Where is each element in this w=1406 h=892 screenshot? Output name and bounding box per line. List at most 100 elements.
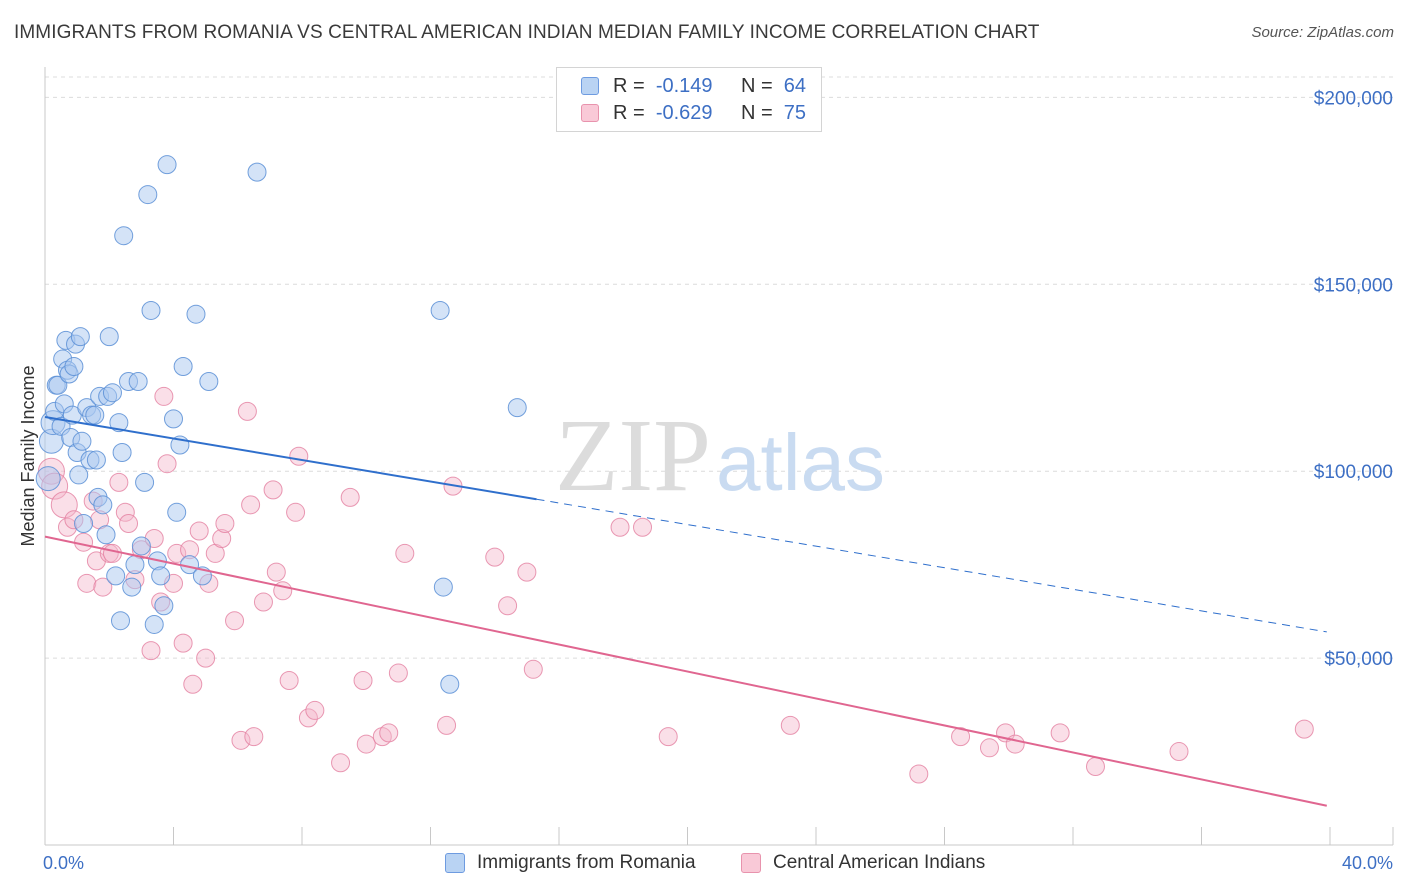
data-point-romania <box>114 226 134 246</box>
data-point-romania <box>70 327 90 347</box>
y-tick-label: $150,000 <box>1314 275 1393 296</box>
data-point-romania <box>85 405 105 425</box>
bottom-legend-label-cai: Central American Indians <box>773 852 986 873</box>
legend-row-romania: R = -0.149 N = 64 <box>581 74 806 98</box>
data-point-romania <box>109 413 129 433</box>
data-point-central-american-indians <box>298 708 318 728</box>
data-point-romania <box>48 375 68 395</box>
trend-line-central-american-indians <box>44 535 1327 807</box>
data-point-romania <box>164 409 183 429</box>
data-point-central-american-indians <box>237 401 257 421</box>
data-point-romania <box>151 566 171 586</box>
data-point-romania <box>86 450 106 470</box>
data-point-romania <box>93 495 113 515</box>
data-point-central-american-indians <box>331 753 351 773</box>
data-point-romania <box>199 371 219 391</box>
series-blue-points <box>35 155 527 694</box>
legend-n-value: 75 <box>783 101 806 124</box>
data-point-central-american-indians <box>141 641 161 661</box>
data-point-central-american-indians <box>523 659 543 679</box>
data-point-central-american-indians <box>119 514 139 534</box>
data-point-central-american-indians <box>154 386 174 406</box>
data-point-central-american-indians <box>196 648 216 668</box>
data-point-central-american-indians <box>225 611 245 631</box>
x-tick-label-max: 40.0% <box>1342 853 1393 873</box>
axes <box>44 67 1394 846</box>
x-tick-labels: 0.0% 40.0% <box>43 853 1393 873</box>
data-point-romania <box>247 162 267 182</box>
data-point-central-american-indians <box>244 727 264 747</box>
y-axis-label: Median Family Income <box>18 365 38 546</box>
data-point-central-american-indians <box>979 738 999 758</box>
watermark-zip: ZIP <box>555 398 711 513</box>
data-point-romania <box>440 674 460 694</box>
legend-r-label: R = <box>613 74 645 97</box>
data-point-central-american-indians <box>395 543 415 563</box>
data-point-central-american-indians <box>109 472 129 492</box>
legend-n-label: N = <box>740 74 773 97</box>
legend-row-cai: R = -0.629 N = 75 <box>581 101 806 125</box>
data-point-central-american-indians <box>231 730 251 750</box>
data-point-central-american-indians <box>77 573 97 593</box>
legend: R = -0.149 N = 64 R = -0.629 N = 75 <box>556 67 822 132</box>
data-point-central-american-indians <box>517 562 537 582</box>
data-point-romania <box>102 383 122 403</box>
data-point-central-american-indians <box>215 514 235 534</box>
data-point-romania <box>110 611 130 631</box>
data-point-romania <box>144 614 164 634</box>
data-point-central-american-indians <box>1050 723 1070 743</box>
legend-r-value: -0.629 <box>655 101 713 124</box>
data-point-central-american-indians <box>279 671 299 691</box>
data-point-romania <box>135 472 155 492</box>
chart-title: IMMIGRANTS FROM ROMANIA VS CENTRAL AMERI… <box>14 22 1040 43</box>
data-point-central-american-indians <box>289 446 309 466</box>
data-point-central-american-indians <box>115 502 135 522</box>
y-tick-label: $50,000 <box>1324 649 1393 670</box>
data-point-central-american-indians <box>212 528 232 548</box>
data-point-central-american-indians <box>610 517 630 537</box>
y-tick-label: $200,000 <box>1314 88 1393 109</box>
data-point-romania <box>122 577 142 597</box>
legend-swatch-blue <box>581 77 599 95</box>
data-point-central-american-indians <box>372 727 392 747</box>
data-point-central-american-indians <box>780 715 800 735</box>
data-point-central-american-indians <box>388 663 408 683</box>
data-point-romania <box>141 300 161 320</box>
legend-r-label: R = <box>613 101 645 124</box>
data-point-romania <box>507 398 527 418</box>
data-point-central-american-indians <box>340 487 360 507</box>
trend-lines <box>44 416 1327 807</box>
data-point-central-american-indians <box>74 532 94 552</box>
gridlines <box>45 76 1393 659</box>
data-point-central-american-indians <box>909 764 929 784</box>
data-point-romania <box>112 443 132 462</box>
data-point-central-american-indians <box>102 543 122 563</box>
x-tick-label-min: 0.0% <box>43 853 84 873</box>
data-point-central-american-indians <box>167 543 187 563</box>
data-point-central-american-indians <box>305 700 325 720</box>
data-point-romania <box>154 596 174 616</box>
data-point-central-american-indians <box>189 521 209 541</box>
bottom-legend-romania: Immigrants from Romania <box>445 852 696 874</box>
data-point-central-american-indians <box>356 734 376 754</box>
data-point-central-american-indians <box>633 517 653 537</box>
data-point-central-american-indians <box>183 674 203 694</box>
data-point-central-american-indians <box>658 727 678 747</box>
bottom-legend: Immigrants from Romania Central American… <box>0 850 1406 880</box>
y-tick-labels: $50,000 $100,000 $150,000 $200,000 <box>1314 88 1393 670</box>
data-point-romania <box>186 304 206 324</box>
data-point-central-american-indians <box>353 671 373 691</box>
data-point-romania <box>69 465 89 485</box>
data-point-romania <box>64 357 84 377</box>
series-pink-points <box>37 386 1314 784</box>
legend-r-value: -0.149 <box>655 74 713 97</box>
source-credit: Source: ZipAtlas.com <box>1251 24 1394 41</box>
trend-line-romania <box>44 416 537 501</box>
bottom-legend-cai: Central American Indians <box>741 852 985 874</box>
data-point-romania <box>99 327 119 347</box>
bottom-legend-swatch-blue <box>445 853 465 873</box>
data-point-central-american-indians <box>286 502 306 522</box>
data-point-romania <box>74 514 94 534</box>
data-point-romania <box>106 566 126 586</box>
data-point-romania <box>167 502 187 522</box>
